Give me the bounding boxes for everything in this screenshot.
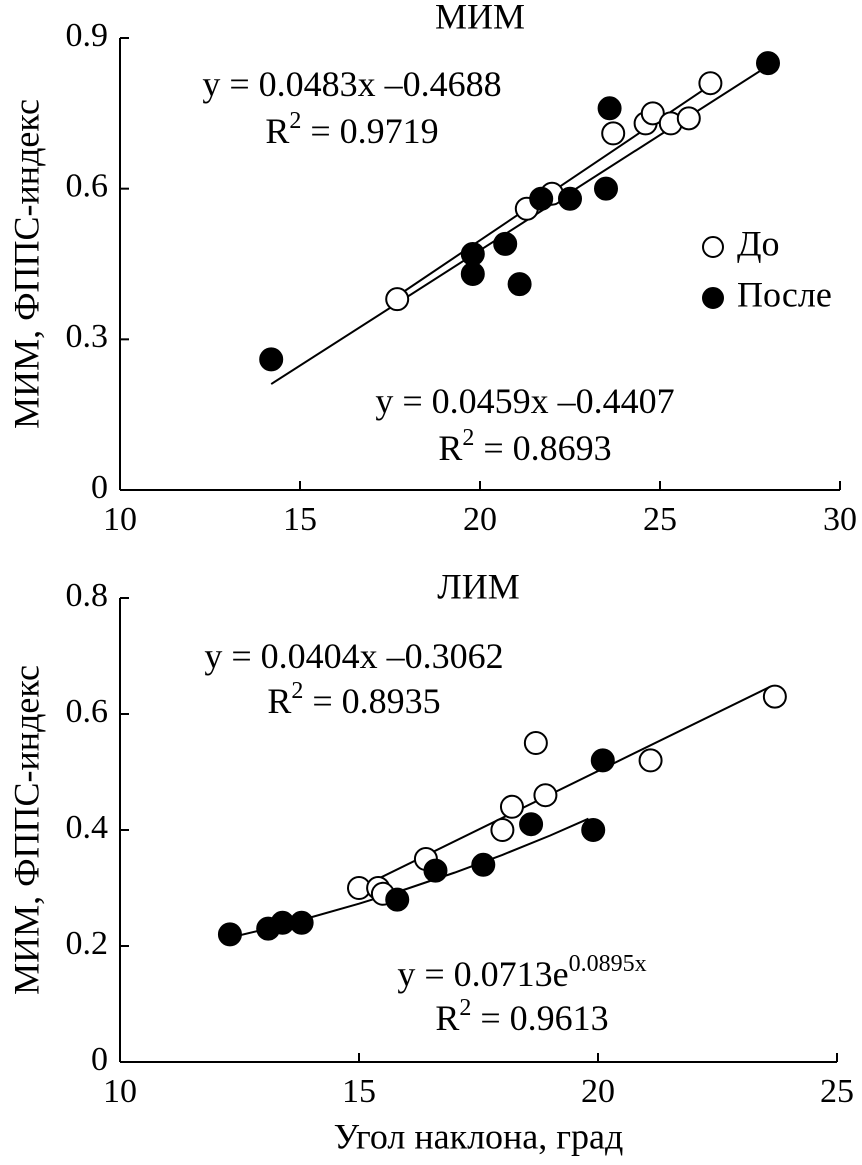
annotation-part: y = 0.0483x –0.4688 bbox=[202, 64, 501, 104]
chart-title: ЛИМ bbox=[437, 566, 519, 606]
annotation: y = 0.0713e0.0895x bbox=[397, 951, 646, 995]
x-tick-label: 30 bbox=[823, 501, 857, 538]
chart-title: МИМ bbox=[435, 0, 525, 36]
y-tick-label: 0.6 bbox=[66, 167, 109, 204]
point bbox=[507, 272, 532, 297]
legend-marker bbox=[702, 287, 724, 309]
point bbox=[590, 748, 615, 773]
annotation-part: R bbox=[435, 998, 459, 1038]
point bbox=[523, 731, 548, 755]
point bbox=[594, 176, 618, 201]
x-tick-label: 25 bbox=[643, 501, 677, 538]
point bbox=[597, 96, 622, 121]
point bbox=[460, 241, 485, 266]
point bbox=[490, 818, 515, 842]
annotation: y = 0.0459x –0.4407 bbox=[375, 381, 674, 421]
point bbox=[385, 287, 410, 312]
legend-label: До bbox=[737, 223, 780, 263]
point bbox=[756, 51, 780, 76]
x-tick-label: 25 bbox=[820, 1073, 854, 1110]
annotation-part: R bbox=[438, 428, 462, 468]
y-tick-label: 0.2 bbox=[66, 925, 109, 962]
point bbox=[533, 783, 558, 808]
point bbox=[499, 794, 524, 819]
point bbox=[638, 748, 663, 773]
point bbox=[558, 186, 582, 211]
annotation: R2 = 0.8693 bbox=[438, 425, 611, 469]
annotation: R2 = 0.9719 bbox=[265, 108, 438, 152]
y-tick-label: 0.9 bbox=[66, 17, 109, 54]
annotation: R2 = 0.8935 bbox=[267, 678, 440, 722]
point bbox=[676, 106, 701, 131]
annotation: y = 0.0404x –0.3062 bbox=[204, 636, 503, 676]
y-tick-label: 0.6 bbox=[66, 693, 109, 730]
x-axis-label: Угол наклона, град bbox=[334, 1116, 624, 1156]
annotation-part: = 0.9719 bbox=[301, 111, 438, 151]
y-tick-label: 0 bbox=[91, 1041, 108, 1078]
point bbox=[385, 887, 410, 912]
annotation-part: = 0.8935 bbox=[303, 681, 440, 721]
x-tick-label: 10 bbox=[103, 1073, 137, 1110]
legend-marker bbox=[702, 236, 724, 258]
annotation-part: y = 0.0713e bbox=[397, 954, 568, 994]
annotation: y = 0.0483x –0.4688 bbox=[202, 64, 501, 104]
point bbox=[471, 852, 496, 877]
x-tick-label: 20 bbox=[581, 1073, 615, 1110]
x-tick-label: 20 bbox=[463, 501, 497, 538]
point bbox=[601, 121, 626, 146]
y-axis-label: МИМ, ФППС-индекс bbox=[6, 99, 46, 429]
annotation-part: R bbox=[265, 111, 289, 151]
point bbox=[259, 347, 284, 372]
point bbox=[493, 231, 518, 256]
point bbox=[581, 818, 606, 842]
point bbox=[217, 922, 242, 947]
point bbox=[423, 858, 448, 883]
point bbox=[460, 262, 485, 287]
annotation-part: 2 bbox=[462, 425, 474, 451]
x-tick-label: 15 bbox=[283, 501, 317, 538]
annotation-part: R bbox=[267, 681, 291, 721]
annotation: R2 = 0.9613 bbox=[435, 995, 608, 1039]
x-tick-label: 15 bbox=[342, 1073, 376, 1110]
point bbox=[640, 101, 665, 126]
point bbox=[762, 684, 787, 709]
y-tick-label: 0.4 bbox=[66, 809, 109, 846]
point bbox=[289, 910, 314, 935]
y-tick-label: 0.3 bbox=[66, 318, 109, 355]
y-tick-label: 0 bbox=[91, 469, 108, 506]
point bbox=[698, 71, 723, 96]
annotation-part: 2 bbox=[459, 995, 471, 1021]
point bbox=[529, 186, 554, 211]
annotation-part: 2 bbox=[291, 678, 303, 704]
x-tick-label: 10 bbox=[103, 501, 137, 538]
y-axis-label: МИМ, ФППС-индекс bbox=[6, 665, 46, 995]
point bbox=[519, 812, 544, 837]
annotation-part: = 0.9613 bbox=[471, 998, 608, 1038]
legend-label: После bbox=[737, 274, 832, 314]
annotation-part: 2 bbox=[289, 108, 301, 134]
annotation-part: y = 0.0459x –0.4407 bbox=[375, 381, 674, 421]
annotation-part: y = 0.0404x –0.3062 bbox=[204, 636, 503, 676]
y-tick-label: 0.8 bbox=[66, 577, 109, 614]
annotation-part: 0.0895x bbox=[569, 951, 647, 977]
annotation-part: = 0.8693 bbox=[474, 428, 611, 468]
